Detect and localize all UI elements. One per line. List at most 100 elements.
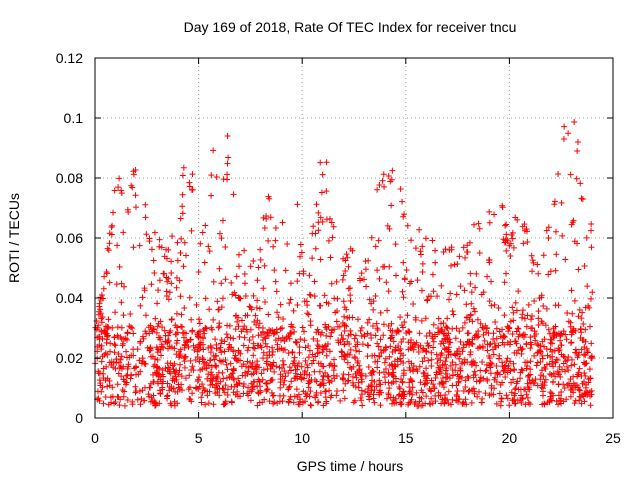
data-point [128,182,135,189]
data-point [312,230,319,237]
data-point [518,346,525,353]
data-point [486,392,493,399]
data-point [371,399,378,406]
data-point [445,330,452,337]
data-point [470,305,477,312]
data-point [518,399,525,406]
data-point [548,360,555,367]
data-point [400,388,407,395]
data-point [106,279,113,286]
data-point [248,388,255,395]
data-point [325,237,332,244]
data-point [279,325,286,331]
data-point [246,337,253,344]
data-point [488,278,495,285]
data-point [436,364,443,371]
data-point [583,234,590,241]
data-point [224,133,231,140]
data-point [552,302,559,309]
data-point [255,324,262,331]
data-point [568,339,575,346]
data-point [320,363,327,370]
data-point [291,393,298,400]
data-point [529,268,536,275]
data-point [112,399,119,406]
data-point [385,390,392,397]
data-point [221,338,228,345]
data-point [279,219,286,226]
data-point [436,380,443,387]
data-point [255,342,262,349]
data-point [142,214,149,221]
data-point [450,311,457,318]
data-point [535,308,542,315]
data-point [456,355,463,362]
data-point [138,396,145,403]
data-point [502,373,509,380]
data-point [300,268,307,275]
data-point [272,278,279,285]
data-point [523,365,530,372]
data-point [156,277,163,284]
data-point [309,255,316,262]
data-point [111,187,118,194]
data-point [465,330,472,337]
data-point [323,352,330,359]
data-point [449,396,456,403]
data-point [321,292,328,299]
data-point [461,287,468,294]
data-point [457,338,464,345]
data-point [467,270,474,277]
data-point [222,243,229,250]
data-point [104,245,111,252]
data-point [345,332,352,339]
data-point [475,328,482,335]
data-point [245,368,252,375]
data-point [483,329,490,336]
data-point [424,372,431,379]
data-point [196,328,203,335]
data-point [578,195,585,202]
data-point [416,394,423,401]
data-point [500,367,507,374]
data-point [293,339,300,346]
data-point [582,352,589,359]
data-point [212,353,219,360]
data-point [486,219,493,226]
data-point [281,377,288,384]
data-point [315,343,322,350]
data-point [107,348,114,355]
data-point [376,381,383,388]
data-point [456,253,463,260]
data-point [117,363,124,370]
data-point [296,344,303,351]
data-point [444,315,451,322]
data-point [519,395,526,402]
data-point [269,352,276,359]
data-point [356,348,363,355]
data-point [400,259,407,266]
data-point [385,379,392,386]
data-point [502,237,509,244]
data-point [380,321,387,328]
data-point [361,276,368,283]
data-point [189,186,196,193]
data-point [583,345,590,352]
data-point [504,339,511,346]
data-point [437,392,444,399]
data-point [465,388,472,395]
data-point [430,321,437,328]
data-point [486,298,493,305]
data-point [305,311,312,318]
data-point [186,183,193,190]
data-point [178,235,185,242]
data-point [298,376,305,383]
data-point [210,147,217,154]
data-point [512,385,519,392]
data-point [120,312,127,319]
data-point [380,347,387,354]
data-point [513,328,520,335]
data-point [145,391,152,398]
data-point [457,283,464,290]
data-point [177,323,184,330]
